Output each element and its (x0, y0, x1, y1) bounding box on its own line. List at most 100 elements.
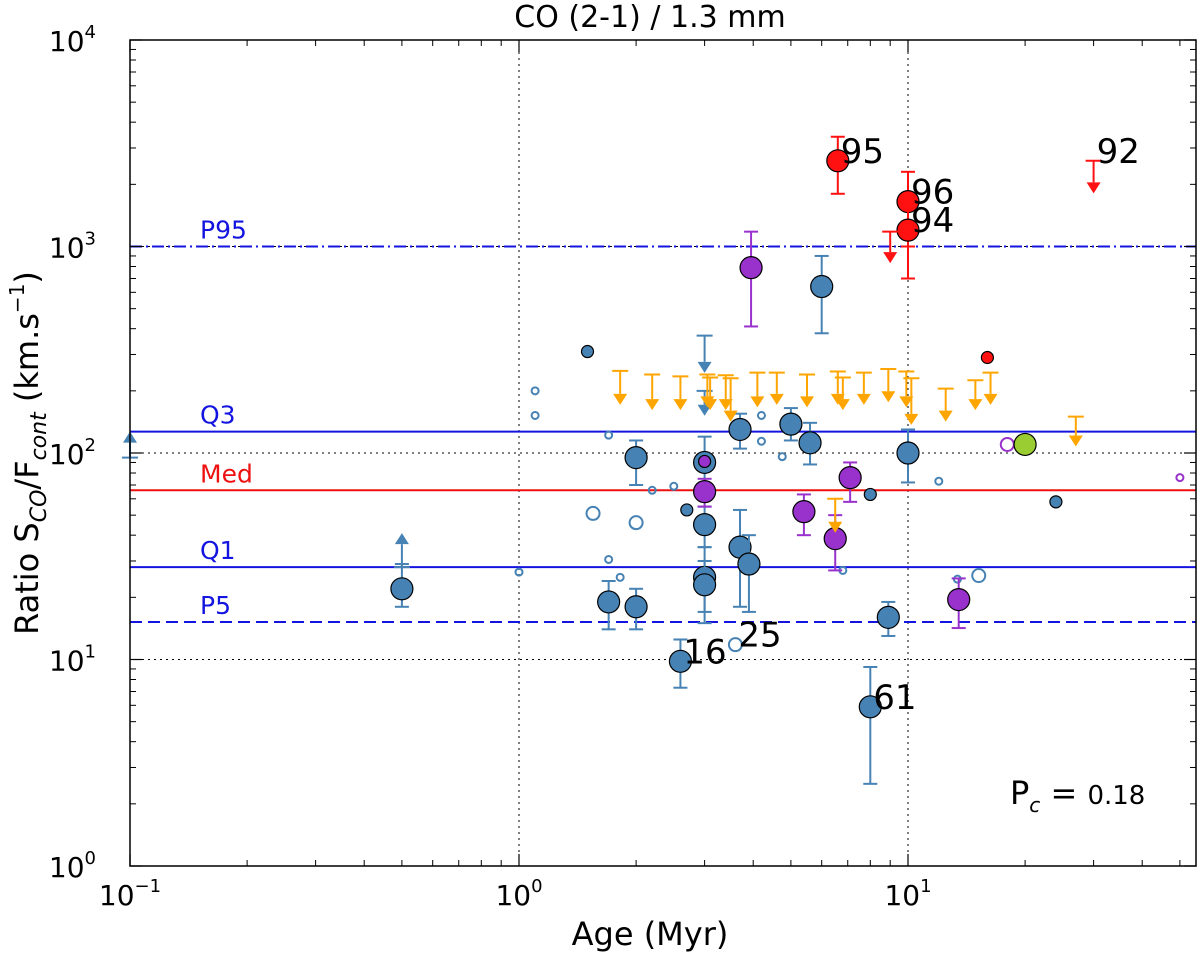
data-point (580, 344, 595, 359)
limit-arrowhead (968, 399, 983, 411)
y-axis-label: Ratio SCO/Fcont (km.s−1) (5, 271, 52, 635)
data-point (597, 590, 621, 614)
data-point (692, 480, 717, 504)
data-point (858, 695, 882, 719)
limit-arrowhead (983, 393, 998, 405)
pc-annotation: Pc = 0.18 (1010, 774, 1145, 817)
data-point-open (604, 554, 614, 564)
data-point-open (777, 452, 787, 462)
limit-arrowhead (723, 410, 738, 422)
data-point-open (934, 476, 944, 486)
x-tick-label: 101 (884, 876, 931, 912)
pc-eq: = (1040, 774, 1087, 812)
y-label-close: ) (8, 271, 46, 283)
data-point (390, 577, 414, 601)
data-point-open (999, 436, 1015, 452)
x-axis-label: Age (Myr) (572, 915, 729, 953)
data-point (728, 417, 752, 442)
data-point (668, 649, 693, 673)
data-point-open (530, 410, 540, 420)
limit-arrowhead (883, 252, 898, 264)
data-point (792, 500, 816, 524)
limit-arrowhead (673, 399, 688, 411)
limit-arrowhead (938, 410, 953, 422)
data-point (739, 256, 763, 280)
data-point-open (971, 568, 987, 584)
limit-arrowhead (1068, 435, 1083, 447)
data-point (863, 487, 877, 502)
limit-arrowhead (697, 404, 712, 416)
data-point-open (1175, 473, 1185, 483)
data-point-open (530, 386, 540, 396)
data-point (980, 350, 995, 365)
point-label: 92 (1097, 132, 1140, 172)
y-tick-label: 102 (49, 435, 96, 471)
y-tick-label: 104 (49, 22, 96, 58)
limit-arrowhead (697, 361, 712, 373)
limit-arrowhead (1086, 182, 1101, 194)
limit-arrowhead (828, 521, 843, 533)
limit-arrowhead (645, 399, 660, 411)
data-point (896, 441, 920, 465)
reference-lines: P95 Q3 Med Q1 P5 (130, 216, 1196, 623)
data-point-open (514, 567, 524, 577)
chart-title: CO (2-1) / 1.3 mm (514, 0, 785, 35)
pc-value: 0.18 (1087, 781, 1145, 811)
data-point (1013, 432, 1037, 457)
limit-arrowhead (718, 399, 733, 411)
limit-arrowhead (856, 393, 871, 405)
limit-arrowhead (613, 393, 628, 405)
data-point (737, 552, 761, 576)
point-label: 61 (873, 678, 916, 718)
point-label: 25 (738, 616, 781, 656)
data-point-open (585, 505, 601, 521)
y-tick-label: 101 (49, 642, 96, 678)
data-point-open (727, 637, 743, 653)
ref-label-q3: Q3 (200, 401, 236, 430)
limit-arrowhead (800, 396, 815, 408)
data-point (947, 588, 971, 612)
data-point-open (628, 515, 644, 531)
y-tick-label: 103 (49, 229, 96, 265)
y-tick-label: 100 (49, 848, 96, 884)
ref-label-p5: P5 (200, 591, 231, 620)
limit-arrowhead (904, 413, 919, 425)
data-point-open (647, 485, 657, 495)
y-label-mid: /F (8, 460, 46, 489)
y-label-units: (km.s (8, 313, 46, 412)
limit-arrowhead (750, 396, 765, 408)
data-point (896, 218, 920, 242)
data-point (810, 274, 834, 299)
data-point (697, 454, 712, 469)
pc-sub: c (1029, 793, 1040, 817)
data-point (1049, 495, 1063, 509)
data-point (876, 605, 900, 629)
y-label-main: Ratio S (8, 522, 46, 635)
data-point-open (615, 572, 625, 582)
y-label-sub2: cont (27, 411, 52, 460)
data-point-open (756, 436, 766, 446)
grid-lines (130, 40, 1196, 866)
limit-arrowhead (835, 399, 850, 411)
data-point (624, 446, 648, 470)
data-point (624, 595, 648, 619)
point-label: 96 (911, 173, 954, 213)
data-point (692, 573, 717, 597)
x-tick-label: 100 (495, 876, 542, 912)
data-point-open (604, 430, 614, 440)
limit-arrowhead (394, 533, 409, 545)
data-point (798, 431, 822, 455)
data-point (680, 503, 694, 517)
pc-label: P (1010, 774, 1029, 812)
limit-arrowhead (881, 391, 896, 403)
y-label-exp: −1 (5, 284, 29, 313)
data-point-open (669, 481, 679, 491)
x-tick-label: 10−1 (99, 876, 161, 912)
data-point (692, 513, 717, 537)
data-point (826, 149, 850, 173)
point-label: 94 (911, 201, 954, 241)
limit-arrowhead (769, 393, 784, 405)
